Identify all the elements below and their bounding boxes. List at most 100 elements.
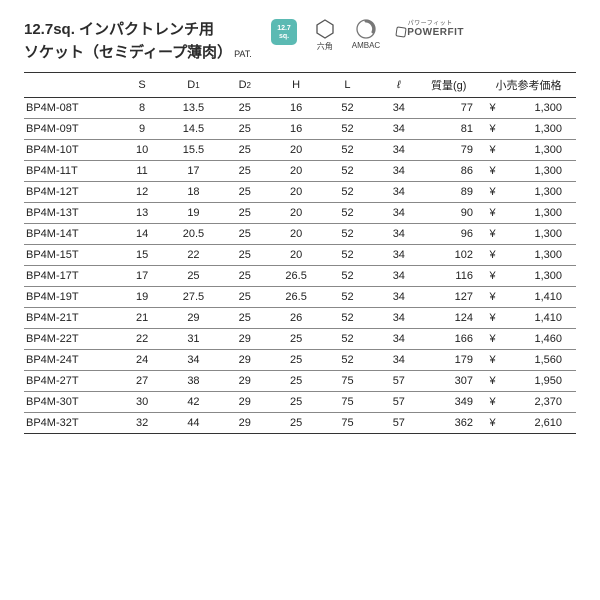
cell-mass: 86 [424, 161, 480, 182]
table-row: BP4M-19T1927.52526.55234127¥1,410 [24, 287, 576, 308]
cell-d2: 25 [219, 224, 270, 245]
cell-d1: 19 [168, 203, 219, 224]
ambac-label: AMBAC [352, 41, 380, 50]
badge-sq: 12.7 sq. [270, 18, 298, 46]
cell-ell: 34 [373, 98, 424, 119]
cell-d2: 25 [219, 140, 270, 161]
cell-ell: 34 [373, 266, 424, 287]
cell-l: 52 [322, 119, 373, 140]
sq-text2: sq. [279, 33, 289, 40]
cell-price: 1,300 [504, 266, 576, 287]
cell-ell: 34 [373, 329, 424, 350]
table-row: BP4M-08T813.52516523477¥1,300 [24, 98, 576, 119]
cell-l: 52 [322, 245, 373, 266]
cell-d2: 29 [219, 371, 270, 392]
cell-currency: ¥ [481, 98, 504, 119]
cell-d1: 22 [168, 245, 219, 266]
cell-s: 12 [116, 182, 167, 203]
cell-ell: 57 [373, 413, 424, 434]
ambac-icon [355, 18, 377, 40]
cell-h: 20 [270, 224, 321, 245]
cell-s: 11 [116, 161, 167, 182]
cell-h: 16 [270, 98, 321, 119]
cell-part: BP4M-32T [24, 413, 116, 434]
table-row: BP4M-17T17252526.55234116¥1,300 [24, 266, 576, 287]
cell-d1: 18 [168, 182, 219, 203]
cell-currency: ¥ [481, 329, 504, 350]
cell-s: 21 [116, 308, 167, 329]
cell-d2: 25 [219, 119, 270, 140]
cell-mass: 77 [424, 98, 480, 119]
cell-l: 75 [322, 413, 373, 434]
cell-l: 52 [322, 224, 373, 245]
cell-currency: ¥ [481, 119, 504, 140]
cell-d1: 27.5 [168, 287, 219, 308]
cell-d1: 20.5 [168, 224, 219, 245]
cell-l: 52 [322, 329, 373, 350]
cell-ell: 34 [373, 203, 424, 224]
cell-h: 16 [270, 119, 321, 140]
sq-icon: 12.7 sq. [270, 18, 298, 46]
cell-ell: 34 [373, 224, 424, 245]
cell-d2: 25 [219, 245, 270, 266]
cell-d2: 29 [219, 392, 270, 413]
cell-h: 26.5 [270, 266, 321, 287]
col-part [24, 73, 116, 98]
cell-part: BP4M-14T [24, 224, 116, 245]
col-l: L [322, 73, 373, 98]
header: 12.7sq. インパクトレンチ用 ソケット（セミディープ薄肉）PAT. 12.… [24, 18, 576, 62]
cell-d2: 29 [219, 329, 270, 350]
title-line1: 12.7sq. インパクトレンチ用 [24, 18, 252, 39]
cell-mass: 124 [424, 308, 480, 329]
badge-hex: 六角 [314, 18, 336, 52]
cell-s: 14 [116, 224, 167, 245]
col-s: S [116, 73, 167, 98]
col-d1: D1 [168, 73, 219, 98]
cell-mass: 79 [424, 140, 480, 161]
table-row: BP4M-27T273829257557307¥1,950 [24, 371, 576, 392]
cell-currency: ¥ [481, 287, 504, 308]
cell-part: BP4M-12T [24, 182, 116, 203]
cell-price: 1,300 [504, 140, 576, 161]
cell-mass: 349 [424, 392, 480, 413]
cell-d2: 29 [219, 413, 270, 434]
cell-part: BP4M-24T [24, 350, 116, 371]
cell-h: 20 [270, 182, 321, 203]
cell-part: BP4M-22T [24, 329, 116, 350]
cell-d2: 25 [219, 266, 270, 287]
cell-part: BP4M-17T [24, 266, 116, 287]
table-row: BP4M-09T914.52516523481¥1,300 [24, 119, 576, 140]
cell-mass: 362 [424, 413, 480, 434]
cell-ell: 34 [373, 119, 424, 140]
cell-l: 52 [322, 182, 373, 203]
cell-price: 2,610 [504, 413, 576, 434]
col-ell: ℓ [373, 73, 424, 98]
table-row: BP4M-10T1015.52520523479¥1,300 [24, 140, 576, 161]
cell-price: 1,300 [504, 119, 576, 140]
cell-h: 25 [270, 392, 321, 413]
cell-price: 1,950 [504, 371, 576, 392]
header-row: S D1 D2 H L ℓ 質量(g) 小売参考価格 [24, 73, 576, 98]
spec-table: S D1 D2 H L ℓ 質量(g) 小売参考価格 BP4M-08T813.5… [24, 72, 576, 434]
col-h: H [270, 73, 321, 98]
cell-currency: ¥ [481, 371, 504, 392]
cell-s: 13 [116, 203, 167, 224]
cell-h: 25 [270, 350, 321, 371]
hex-icon [314, 18, 336, 40]
cell-d1: 38 [168, 371, 219, 392]
cell-h: 20 [270, 161, 321, 182]
cell-l: 75 [322, 392, 373, 413]
cell-d1: 44 [168, 413, 219, 434]
table-row: BP4M-12T12182520523489¥1,300 [24, 182, 576, 203]
table-row: BP4M-24T243429255234179¥1,560 [24, 350, 576, 371]
cell-part: BP4M-10T [24, 140, 116, 161]
cell-d2: 25 [219, 308, 270, 329]
cell-s: 10 [116, 140, 167, 161]
sq-text1: 12.7 [277, 25, 291, 32]
cell-currency: ¥ [481, 392, 504, 413]
cell-d1: 42 [168, 392, 219, 413]
title-block: 12.7sq. インパクトレンチ用 ソケット（セミディープ薄肉）PAT. [24, 18, 252, 62]
cell-d2: 25 [219, 98, 270, 119]
cell-ell: 34 [373, 245, 424, 266]
cell-ell: 34 [373, 161, 424, 182]
